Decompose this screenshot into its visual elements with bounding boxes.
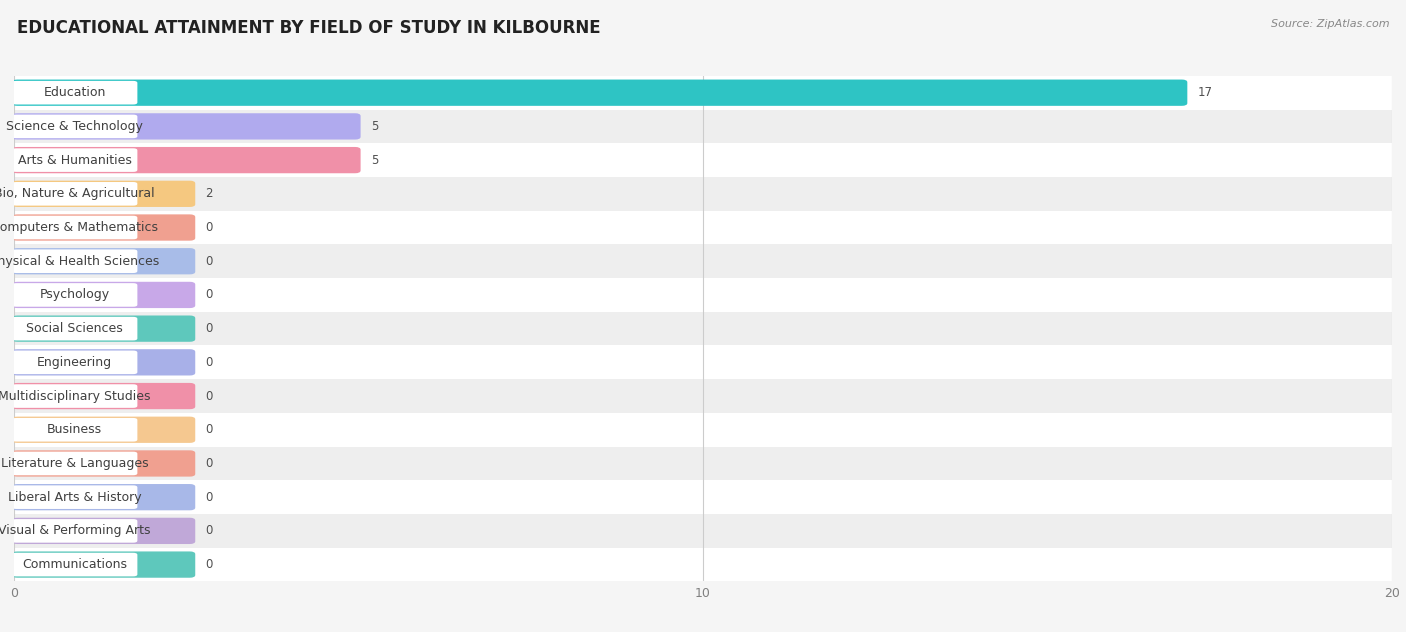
Text: Social Sciences: Social Sciences	[27, 322, 124, 335]
FancyBboxPatch shape	[13, 81, 138, 104]
Text: Visual & Performing Arts: Visual & Performing Arts	[0, 525, 150, 537]
Bar	[14, 245, 1392, 278]
Text: 5: 5	[371, 120, 378, 133]
Bar	[14, 278, 1392, 312]
Text: Physical & Health Sciences: Physical & Health Sciences	[0, 255, 159, 268]
Text: 0: 0	[205, 558, 212, 571]
FancyBboxPatch shape	[13, 416, 195, 443]
Text: 0: 0	[205, 490, 212, 504]
FancyBboxPatch shape	[13, 519, 138, 543]
FancyBboxPatch shape	[13, 553, 138, 576]
Text: 0: 0	[205, 525, 212, 537]
Text: Business: Business	[48, 423, 103, 436]
Text: Literature & Languages: Literature & Languages	[1, 457, 149, 470]
FancyBboxPatch shape	[13, 484, 195, 510]
Text: Arts & Humanities: Arts & Humanities	[18, 154, 132, 167]
Bar	[14, 143, 1392, 177]
FancyBboxPatch shape	[13, 518, 195, 544]
Text: 0: 0	[205, 423, 212, 436]
Bar	[14, 514, 1392, 548]
FancyBboxPatch shape	[13, 181, 195, 207]
FancyBboxPatch shape	[13, 349, 195, 375]
FancyBboxPatch shape	[13, 114, 138, 138]
FancyBboxPatch shape	[13, 451, 195, 477]
FancyBboxPatch shape	[13, 282, 195, 308]
FancyBboxPatch shape	[13, 317, 138, 341]
Text: 5: 5	[371, 154, 378, 167]
Text: EDUCATIONAL ATTAINMENT BY FIELD OF STUDY IN KILBOURNE: EDUCATIONAL ATTAINMENT BY FIELD OF STUDY…	[17, 19, 600, 37]
Text: 0: 0	[205, 288, 212, 301]
Text: Liberal Arts & History: Liberal Arts & History	[8, 490, 142, 504]
FancyBboxPatch shape	[13, 248, 195, 274]
Text: 0: 0	[205, 457, 212, 470]
Text: 2: 2	[205, 187, 214, 200]
FancyBboxPatch shape	[13, 80, 1187, 106]
FancyBboxPatch shape	[13, 250, 138, 273]
FancyBboxPatch shape	[13, 418, 138, 442]
Bar	[14, 346, 1392, 379]
Bar	[14, 413, 1392, 447]
Text: Science & Technology: Science & Technology	[6, 120, 143, 133]
Bar	[14, 210, 1392, 245]
Text: Source: ZipAtlas.com: Source: ZipAtlas.com	[1271, 19, 1389, 29]
Bar	[14, 447, 1392, 480]
FancyBboxPatch shape	[13, 113, 360, 140]
Text: Psychology: Psychology	[39, 288, 110, 301]
Bar	[14, 177, 1392, 210]
FancyBboxPatch shape	[13, 384, 138, 408]
Text: 0: 0	[205, 255, 212, 268]
FancyBboxPatch shape	[13, 149, 138, 172]
Text: 0: 0	[205, 356, 212, 369]
FancyBboxPatch shape	[13, 147, 360, 173]
Bar	[14, 76, 1392, 109]
FancyBboxPatch shape	[13, 216, 138, 240]
Text: Communications: Communications	[22, 558, 127, 571]
FancyBboxPatch shape	[13, 351, 138, 374]
Text: Engineering: Engineering	[37, 356, 112, 369]
Text: Bio, Nature & Agricultural: Bio, Nature & Agricultural	[0, 187, 155, 200]
Bar	[14, 548, 1392, 581]
Text: Education: Education	[44, 86, 105, 99]
Text: Multidisciplinary Studies: Multidisciplinary Studies	[0, 389, 150, 403]
FancyBboxPatch shape	[13, 182, 138, 205]
Bar	[14, 312, 1392, 346]
Text: 0: 0	[205, 322, 212, 335]
FancyBboxPatch shape	[13, 452, 138, 475]
Bar	[14, 109, 1392, 143]
FancyBboxPatch shape	[13, 552, 195, 578]
FancyBboxPatch shape	[13, 383, 195, 409]
Bar	[14, 379, 1392, 413]
FancyBboxPatch shape	[13, 214, 195, 241]
Text: 0: 0	[205, 389, 212, 403]
Text: 17: 17	[1198, 86, 1212, 99]
FancyBboxPatch shape	[13, 485, 138, 509]
Text: Computers & Mathematics: Computers & Mathematics	[0, 221, 159, 234]
FancyBboxPatch shape	[13, 283, 138, 307]
Bar	[14, 480, 1392, 514]
Text: 0: 0	[205, 221, 212, 234]
FancyBboxPatch shape	[13, 315, 195, 342]
